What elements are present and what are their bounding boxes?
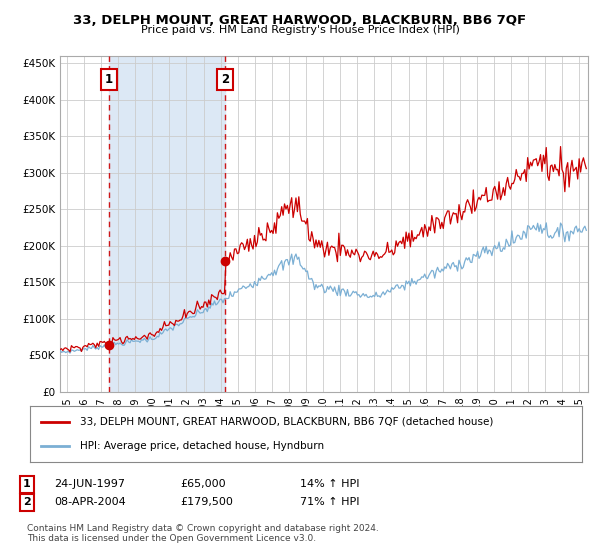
Text: 33, DELPH MOUNT, GREAT HARWOOD, BLACKBURN, BB6 7QF: 33, DELPH MOUNT, GREAT HARWOOD, BLACKBUR… bbox=[73, 14, 527, 27]
Text: 24-JUN-1997: 24-JUN-1997 bbox=[54, 479, 125, 489]
Text: Price paid vs. HM Land Registry's House Price Index (HPI): Price paid vs. HM Land Registry's House … bbox=[140, 25, 460, 35]
Text: 14% ↑ HPI: 14% ↑ HPI bbox=[300, 479, 359, 489]
Text: £65,000: £65,000 bbox=[180, 479, 226, 489]
Bar bbox=[109, 56, 225, 392]
Text: 2: 2 bbox=[221, 73, 229, 86]
Text: 71% ↑ HPI: 71% ↑ HPI bbox=[300, 497, 359, 507]
Text: HPI: Average price, detached house, Hyndburn: HPI: Average price, detached house, Hynd… bbox=[80, 441, 324, 451]
Text: 08-APR-2004: 08-APR-2004 bbox=[54, 497, 126, 507]
Text: Contains HM Land Registry data © Crown copyright and database right 2024.
This d: Contains HM Land Registry data © Crown c… bbox=[27, 524, 379, 543]
Text: 2: 2 bbox=[23, 497, 31, 507]
Text: £179,500: £179,500 bbox=[180, 497, 233, 507]
Text: 1: 1 bbox=[23, 479, 31, 489]
Text: 33, DELPH MOUNT, GREAT HARWOOD, BLACKBURN, BB6 7QF (detached house): 33, DELPH MOUNT, GREAT HARWOOD, BLACKBUR… bbox=[80, 417, 493, 427]
Text: 1: 1 bbox=[105, 73, 113, 86]
